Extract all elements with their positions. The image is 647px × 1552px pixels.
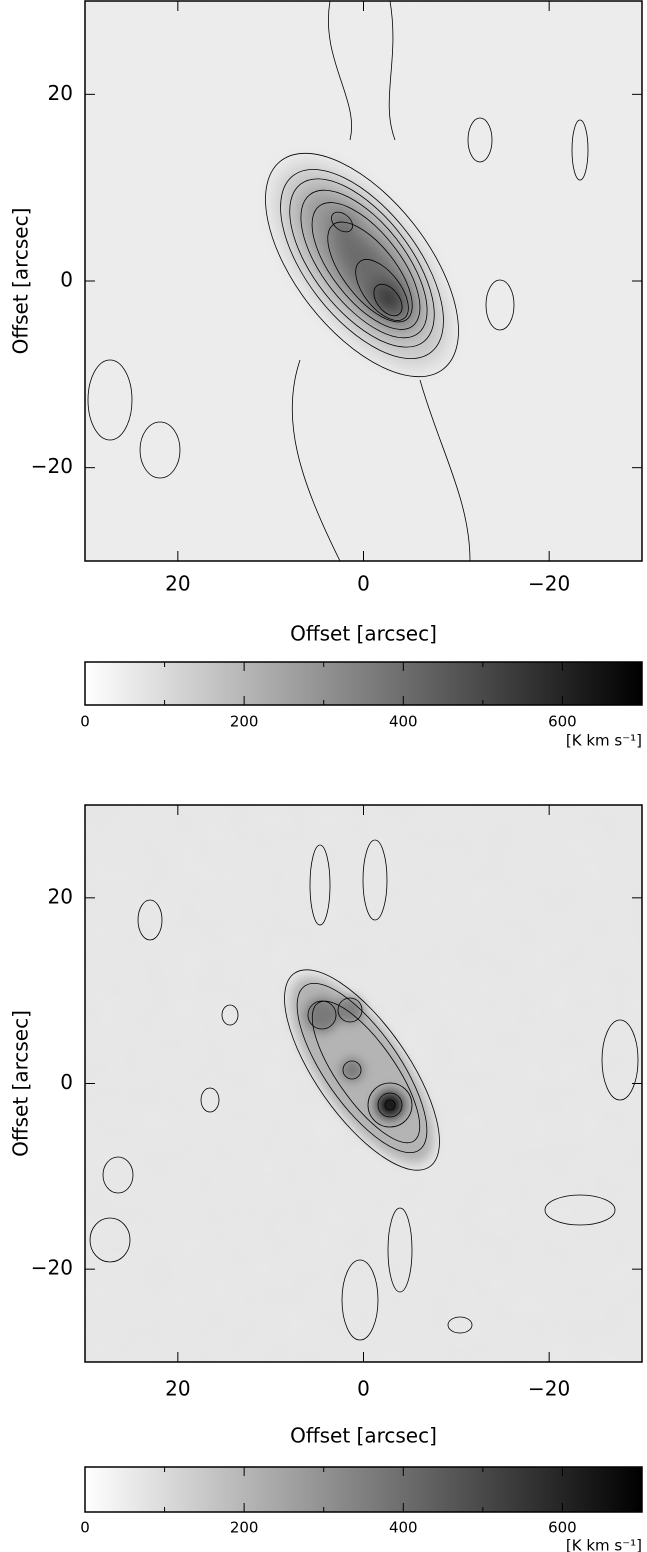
x-tick-label: 20 <box>165 572 190 596</box>
colorbar-tick-label: 600 <box>548 1519 577 1537</box>
colorbar-tick-label: 200 <box>230 1519 259 1537</box>
colorbar-tick-label: 0 <box>80 713 90 731</box>
map-image <box>85 805 642 1362</box>
colorbar-tick-label: 600 <box>548 713 577 731</box>
colorbar-tick-label: 0 <box>80 1519 90 1537</box>
x-tick-label: 0 <box>357 572 370 596</box>
map-image <box>85 1 642 561</box>
colorbar <box>84 661 643 706</box>
colorbar-tick-label: 400 <box>389 1519 418 1537</box>
y-tick-label: 0 <box>60 268 73 292</box>
colorbar-tick-label: 200 <box>230 713 259 731</box>
x-axis-label: Offset [arcsec] <box>290 622 437 646</box>
colorbar-tick-label: 400 <box>389 713 418 731</box>
x-axis-label: Offset [arcsec] <box>290 1424 437 1448</box>
x-tick-label: −20 <box>528 572 570 596</box>
y-axis-label: Offset [arcsec] <box>9 208 33 355</box>
y-tick-label: 20 <box>48 884 73 908</box>
x-tick-label: 20 <box>165 1377 190 1401</box>
x-tick-label: −20 <box>528 1377 570 1401</box>
x-tick-label: 0 <box>357 1377 370 1401</box>
y-tick-label: −20 <box>31 1256 73 1280</box>
y-tick-label: −20 <box>31 454 73 478</box>
colorbar <box>84 1466 643 1513</box>
y-tick-label: 20 <box>48 81 73 105</box>
colorbar-unit: [K km s⁻¹] <box>566 732 642 750</box>
y-axis-label: Offset [arcsec] <box>9 1010 33 1157</box>
y-tick-label: 0 <box>60 1070 73 1094</box>
colorbar-unit: [K km s⁻¹] <box>566 1537 642 1552</box>
